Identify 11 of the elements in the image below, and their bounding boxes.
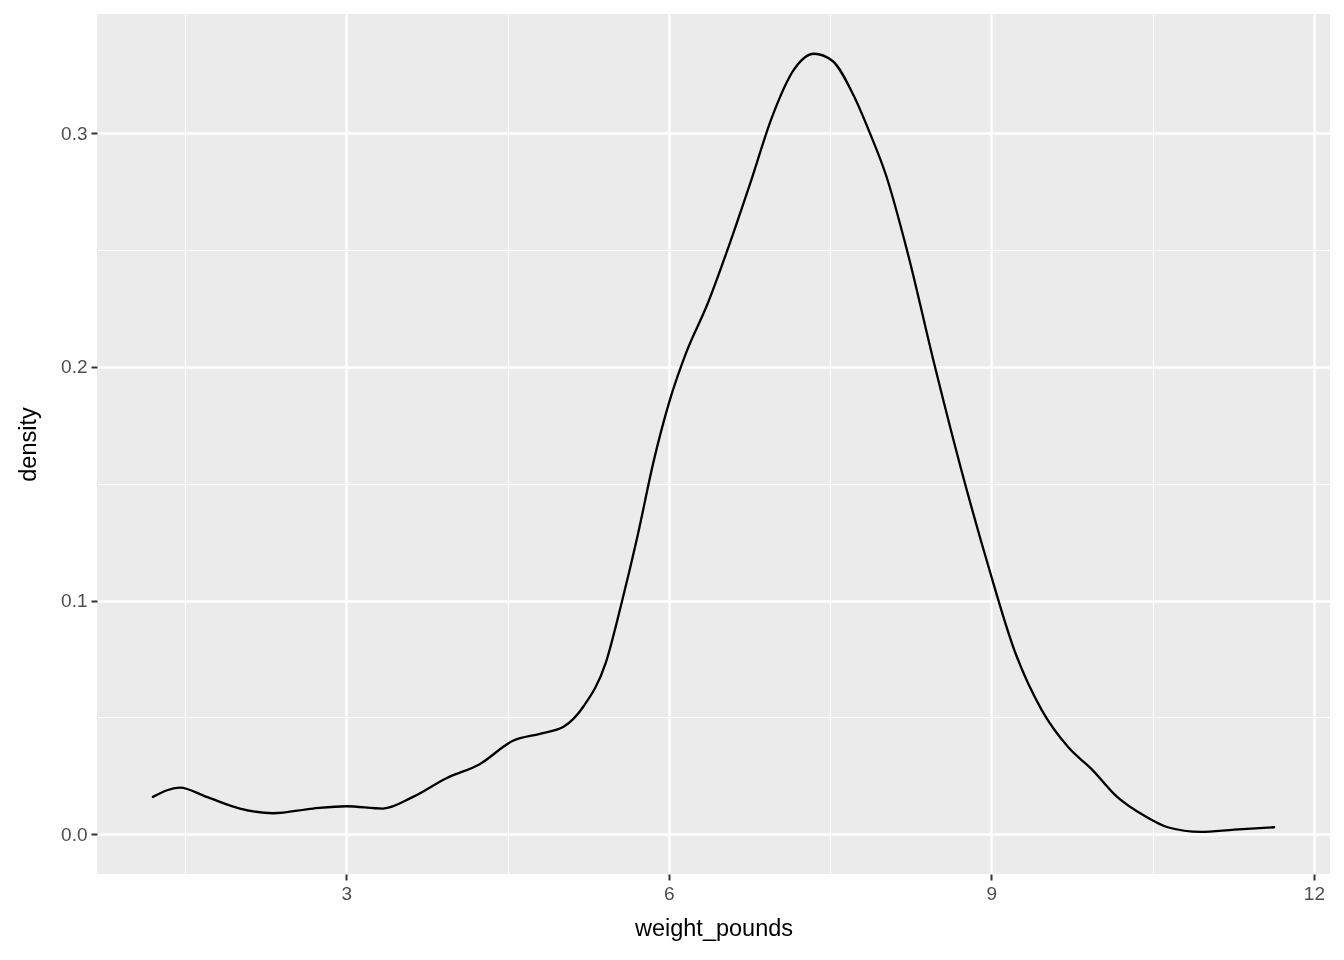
line-series <box>151 52 1276 834</box>
y-axis-title: density <box>15 407 42 482</box>
y-tick-label: 0.1 <box>61 590 88 612</box>
x-tick-label: 9 <box>986 882 998 904</box>
x-tick-label: 3 <box>341 882 353 904</box>
x-tick-label: 6 <box>664 882 675 904</box>
x-tick-label: 12 <box>1303 882 1325 904</box>
y-tick-label: 0.2 <box>61 356 88 378</box>
y-tick-label: 0.3 <box>61 122 88 144</box>
y-tick-label: 0.0 <box>61 823 88 845</box>
x-axis-title: weight_pounds <box>633 914 794 941</box>
